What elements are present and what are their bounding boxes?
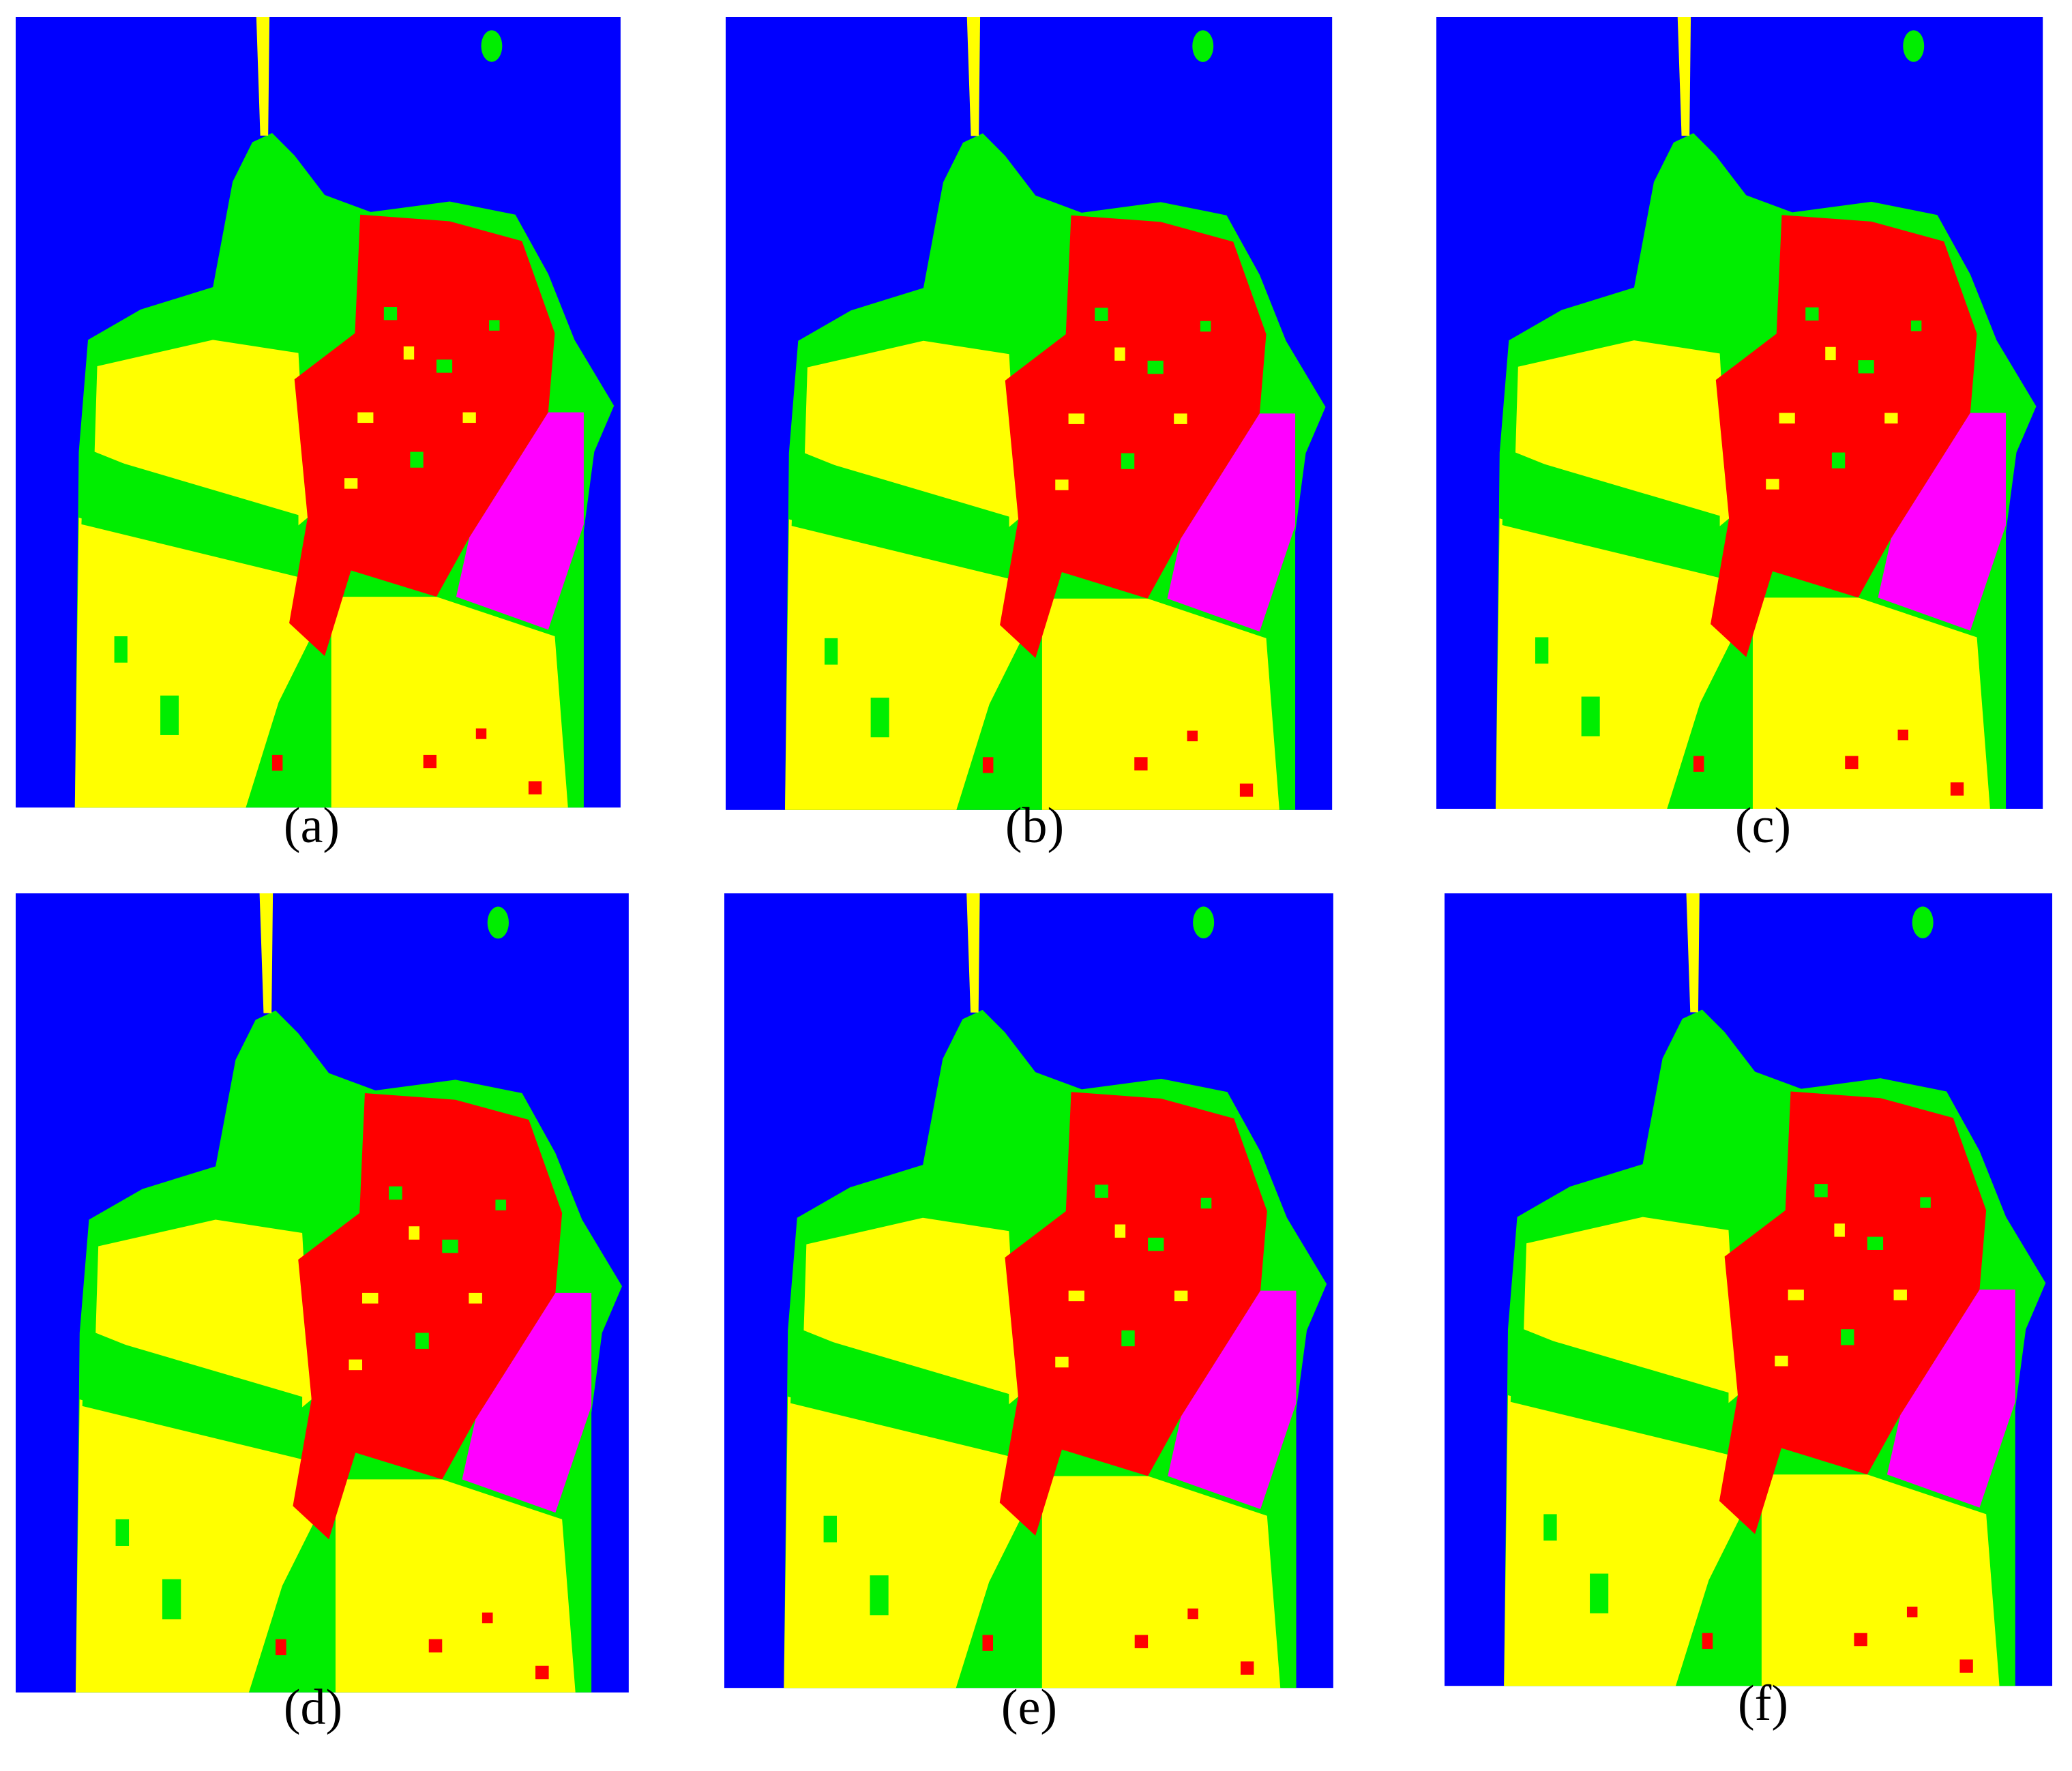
map-panel: (b) [726, 17, 1333, 854]
map-panel: (c) [1436, 17, 2043, 854]
panel-label: (d) [284, 1680, 342, 1736]
panel-label: (c) [1735, 798, 1791, 854]
panel-label: (f) [1738, 1676, 1788, 1731]
map-panel: (d) [16, 893, 629, 1736]
panel-label: (e) [1001, 1680, 1057, 1736]
panel-label: (b) [1005, 798, 1064, 854]
map-panel: (e) [724, 893, 1333, 1736]
map-panel: (f) [1445, 893, 2053, 1731]
panel-label: (a) [284, 798, 340, 854]
map-panel: (a) [16, 17, 621, 854]
